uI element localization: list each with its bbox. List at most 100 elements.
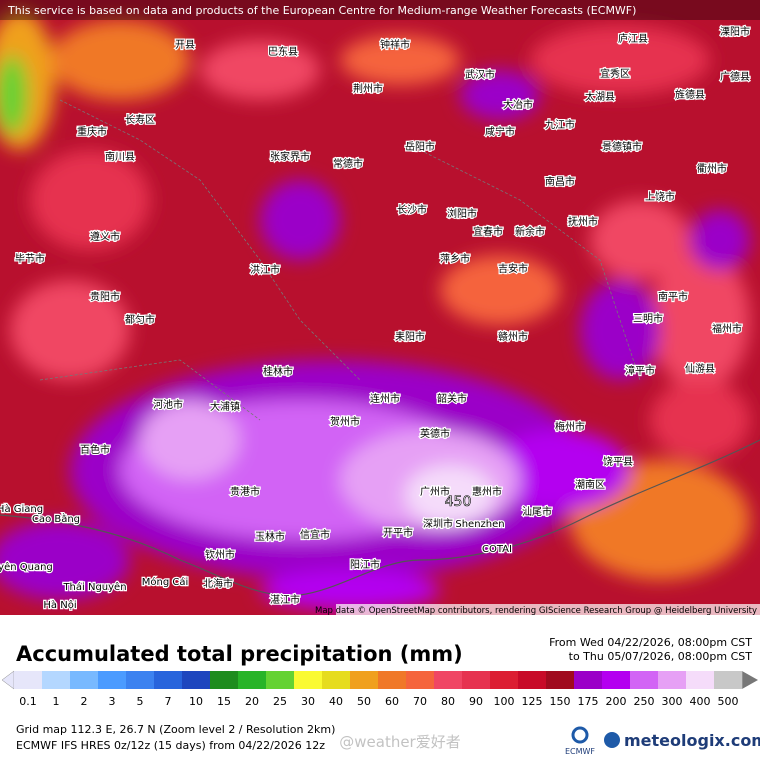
legend-swatch [350, 671, 379, 689]
legend-swatch [686, 671, 715, 689]
city-label: 玉林市 [255, 530, 285, 543]
period-to: to Thu 05/07/2026, 08:00pm CST [569, 650, 753, 663]
city-label: 开平市 [383, 526, 413, 539]
city-label: 新余市 [515, 225, 545, 238]
city-label: 长寿区 [125, 113, 155, 126]
legend-label: 25 [273, 695, 287, 708]
city-label: 宜秀区 [600, 67, 630, 80]
legend-label: 250 [634, 695, 655, 708]
city-label: 饶平县 [603, 455, 633, 468]
city-label: 南昌市 [545, 175, 575, 188]
city-label: 咸宁市 [485, 125, 515, 138]
legend-swatch [378, 671, 407, 689]
city-label: 开县 [175, 39, 195, 51]
city-label: 广州市 [420, 485, 450, 498]
legend-arrow-right [742, 671, 758, 689]
city-label: 福州市 [712, 322, 742, 335]
legend-label: 60 [385, 695, 399, 708]
city-label: 三明市 [633, 312, 663, 325]
city-label: 常德市 [333, 157, 363, 170]
city-label: 贺州市 [330, 415, 360, 428]
legend-label: 150 [550, 695, 571, 708]
city-label: Hà Giang [0, 503, 43, 515]
legend-label: 5 [137, 695, 144, 708]
legend-swatch [42, 671, 71, 689]
legend-label: 125 [522, 695, 543, 708]
city-label: 宜春市 [473, 225, 503, 238]
legend-label: 10 [189, 695, 203, 708]
legend-label: 200 [606, 695, 627, 708]
city-label: 湛江市 [270, 593, 300, 606]
city-label: 连州市 [370, 392, 400, 405]
legend-swatch [210, 671, 239, 689]
legend-swatch [518, 671, 547, 689]
city-label: 耒阳市 [395, 330, 425, 343]
legend-swatch [14, 671, 43, 689]
city-label: 萍乡市 [440, 252, 470, 265]
city-label: 潮南区 [575, 478, 605, 491]
legend-swatch [154, 671, 183, 689]
legend-label: 175 [578, 695, 599, 708]
city-label: Móng Cái [142, 576, 189, 588]
logo-meteologix[interactable]: meteologix.com [624, 731, 760, 750]
watermark: @weather爱好者 [339, 733, 460, 751]
city-label: 吉安市 [498, 262, 528, 275]
legend-label: 15 [217, 695, 231, 708]
city-label: 河池市 [153, 398, 183, 411]
city-label: 南川县 [105, 150, 135, 163]
city-label: 钟祥市 [380, 38, 410, 51]
legend-swatch [238, 671, 267, 689]
city-label: 太湖县 [585, 90, 615, 103]
legend-arrow-left [1, 670, 15, 690]
legend-swatch [182, 671, 211, 689]
city-label: 桂林市 [263, 365, 293, 378]
legend-label: 90 [469, 695, 483, 708]
legend-swatch [126, 671, 155, 689]
city-label: 重庆市 [77, 125, 107, 138]
legend-swatch [266, 671, 295, 689]
ecmwf-icon [571, 726, 589, 744]
city-label: 武汉市 [465, 68, 495, 81]
city-label: 岳阳市 [405, 140, 435, 153]
city-label: 旌德县 [675, 88, 705, 101]
legend-label: 500 [718, 695, 739, 708]
legend-label: 2 [81, 695, 88, 708]
legend-swatch [70, 671, 99, 689]
legend-label: 50 [357, 695, 371, 708]
legend-swatch [546, 671, 575, 689]
city-label: 仙游县 [685, 362, 715, 375]
legend-swatch [406, 671, 435, 689]
legend-swatch [574, 671, 603, 689]
legend-label: 300 [662, 695, 683, 708]
legend-label: 40 [329, 695, 343, 708]
city-label: COTAI [482, 544, 512, 555]
legend-swatch [434, 671, 463, 689]
city-label: 漳平市 [625, 364, 655, 377]
meteologix-icon [604, 732, 620, 748]
city-label: 贵港市 [230, 485, 260, 498]
notice: This service is based on data and produc… [7, 4, 636, 17]
city-label: 大冶市 [503, 98, 533, 111]
city-label: 庐江县 [618, 32, 648, 45]
title: Accumulated total precipitation (mm) [16, 642, 463, 666]
city-label: Hà Nội [43, 599, 76, 611]
legend-label: 0.1 [19, 695, 37, 708]
city-label: 张家界市 [270, 150, 310, 163]
city-label: 汕尾市 [522, 505, 552, 518]
model-info: ECMWF IFS HRES 0z/12z (15 days) from 04/… [16, 739, 325, 752]
logo-ecmwf: ECMWF [565, 747, 595, 756]
grid-info: Grid map 112.3 E, 26.7 N (Zoom level 2 /… [16, 723, 335, 736]
legend-label: 70 [413, 695, 427, 708]
city-label: 浏阳市 [447, 207, 477, 220]
city-label: Cao Bằng [32, 512, 80, 525]
city-label: 韶关市 [437, 392, 467, 405]
map [0, 0, 760, 615]
attribution: Map data © OpenStreetMap contributors, r… [315, 606, 757, 616]
attribution-bg [336, 604, 760, 616]
legend-label: 30 [301, 695, 315, 708]
city-label: 抚州市 [568, 215, 598, 228]
city-label: 毕节市 [15, 252, 45, 265]
city-label: 巴东县 [268, 45, 298, 58]
